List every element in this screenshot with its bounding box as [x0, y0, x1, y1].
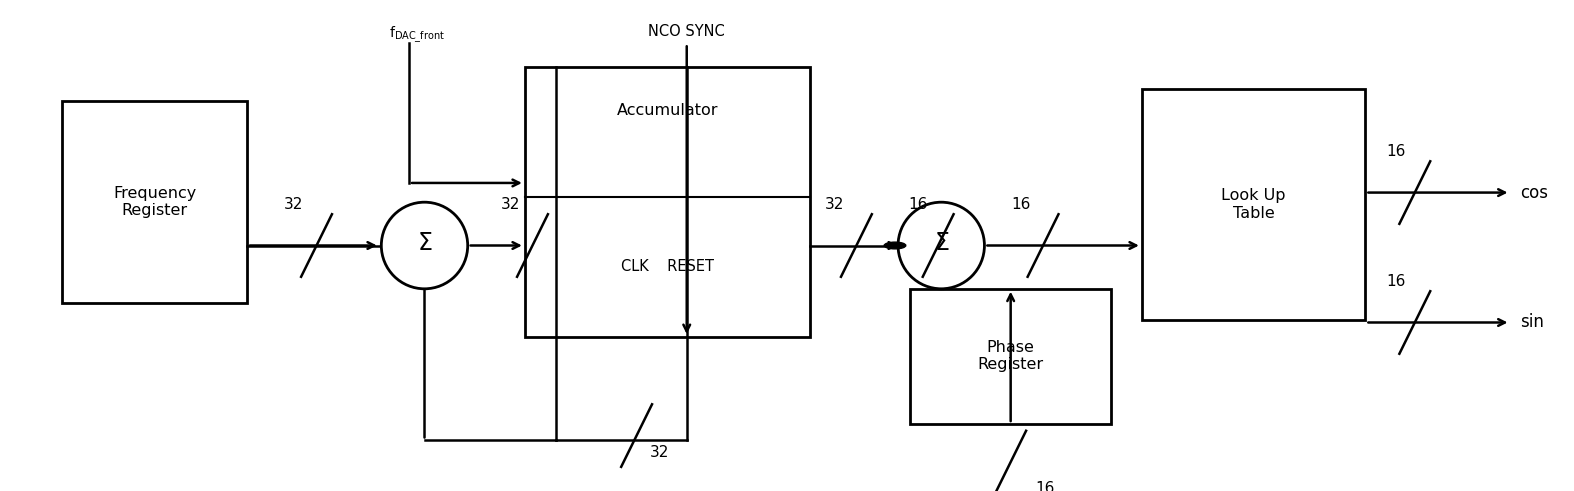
Text: 16: 16 — [1036, 481, 1055, 491]
Bar — [910, 289, 1111, 424]
Text: cos: cos — [1520, 184, 1547, 202]
Text: 32: 32 — [283, 197, 304, 212]
Circle shape — [885, 242, 905, 249]
Text: 16: 16 — [1387, 144, 1406, 159]
Text: sin: sin — [1520, 313, 1544, 331]
Text: 16: 16 — [1012, 197, 1031, 212]
Text: 32: 32 — [501, 197, 521, 212]
Text: 16: 16 — [1387, 274, 1406, 289]
Text: 32: 32 — [650, 445, 669, 460]
Ellipse shape — [381, 202, 467, 289]
Text: $\Sigma$: $\Sigma$ — [417, 231, 433, 255]
Text: $\Sigma$: $\Sigma$ — [933, 231, 949, 255]
Bar — [524, 67, 811, 337]
Text: 16: 16 — [908, 197, 927, 212]
Text: Frequency
Register: Frequency Register — [113, 186, 197, 218]
Text: f$_{\mathregular{DAC\_front}}$: f$_{\mathregular{DAC\_front}}$ — [389, 24, 445, 45]
Text: Accumulator: Accumulator — [617, 103, 718, 118]
Text: Phase
Register: Phase Register — [977, 340, 1044, 372]
Text: 32: 32 — [825, 197, 845, 212]
Text: CLK    RESET: CLK RESET — [622, 259, 715, 274]
Ellipse shape — [899, 202, 984, 289]
Bar — [1141, 89, 1366, 320]
Bar — [61, 101, 247, 303]
Text: Look Up
Table: Look Up Table — [1221, 189, 1286, 221]
Text: NCO SYNC: NCO SYNC — [648, 24, 726, 39]
